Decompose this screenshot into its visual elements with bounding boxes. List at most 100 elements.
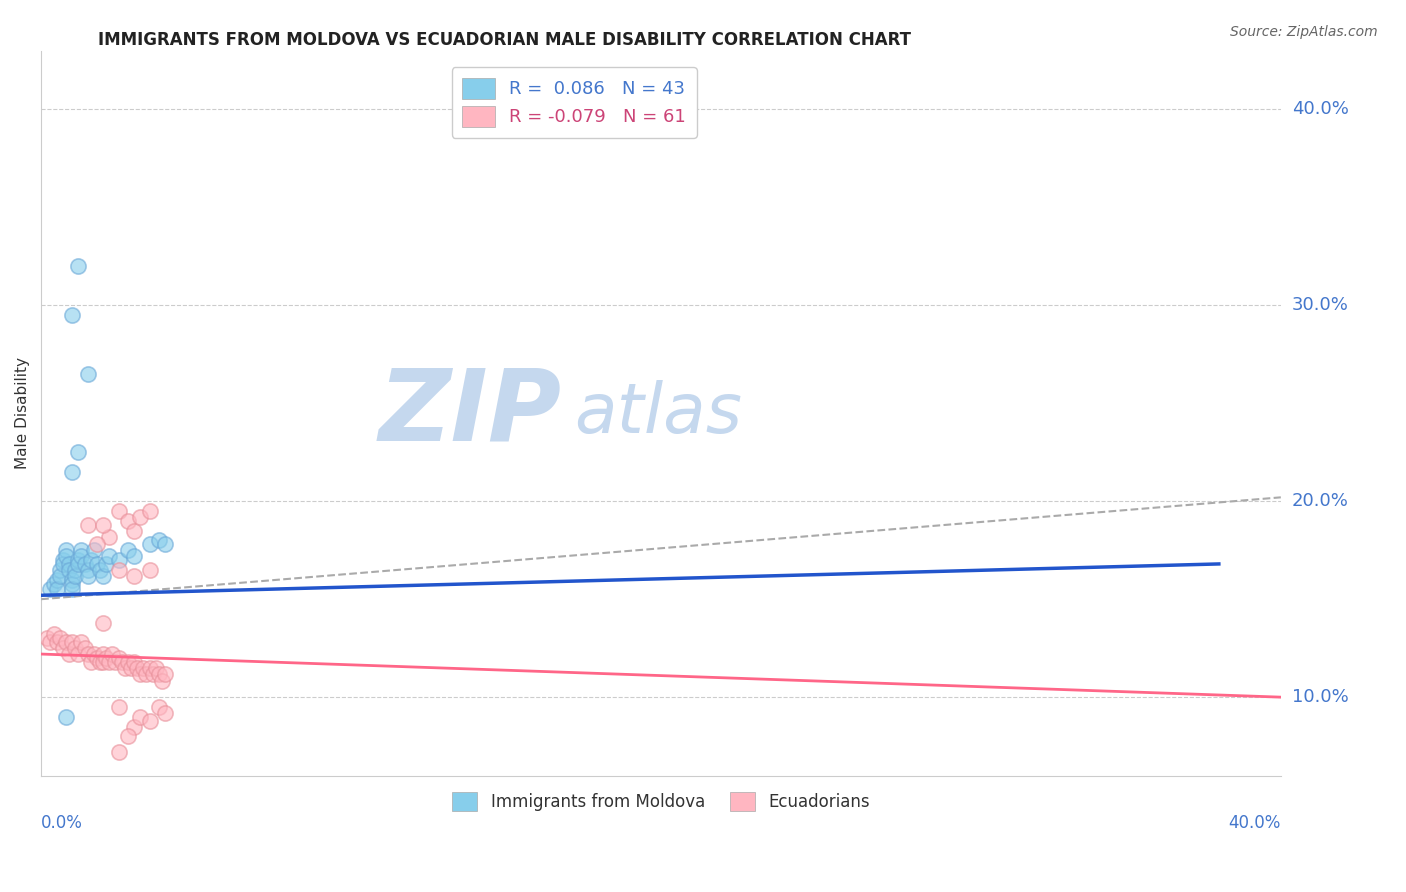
Point xyxy=(70,543,93,558)
Point xyxy=(89,563,111,577)
Point xyxy=(138,504,160,518)
Legend: Immigrants from Moldova, Ecuadorians: Immigrants from Moldova, Ecuadorians xyxy=(446,785,876,818)
Point xyxy=(55,543,77,558)
Point xyxy=(67,445,90,459)
Point xyxy=(60,308,83,322)
Point xyxy=(107,700,129,714)
Point xyxy=(80,655,103,669)
Point xyxy=(39,582,62,597)
Point xyxy=(76,517,98,532)
Point xyxy=(60,576,83,591)
Point xyxy=(89,655,111,669)
Point xyxy=(96,651,118,665)
Point xyxy=(138,563,160,577)
Point xyxy=(129,510,152,524)
Text: atlas: atlas xyxy=(574,380,742,447)
Point xyxy=(122,655,145,669)
Point xyxy=(145,661,167,675)
Point xyxy=(91,517,114,532)
Point xyxy=(153,666,176,681)
Text: IMMIGRANTS FROM MOLDOVA VS ECUADORIAN MALE DISABILITY CORRELATION CHART: IMMIGRANTS FROM MOLDOVA VS ECUADORIAN MA… xyxy=(98,31,911,49)
Point xyxy=(60,635,83,649)
Point xyxy=(122,549,145,563)
Point xyxy=(55,710,77,724)
Point xyxy=(98,549,121,563)
Point xyxy=(104,655,127,669)
Point xyxy=(80,553,103,567)
Point xyxy=(76,568,98,582)
Text: ZIP: ZIP xyxy=(378,365,562,461)
Point xyxy=(127,661,149,675)
Point xyxy=(48,563,70,577)
Point xyxy=(67,557,90,571)
Point xyxy=(107,553,129,567)
Point xyxy=(135,666,157,681)
Point xyxy=(48,632,70,646)
Point xyxy=(73,641,96,656)
Point xyxy=(67,647,90,661)
Point xyxy=(58,563,80,577)
Point xyxy=(63,563,86,577)
Point xyxy=(60,573,83,587)
Text: 10.0%: 10.0% xyxy=(1292,688,1348,706)
Point xyxy=(63,568,86,582)
Point xyxy=(107,563,129,577)
Point xyxy=(107,651,129,665)
Point xyxy=(138,537,160,551)
Point xyxy=(52,553,75,567)
Point xyxy=(148,700,170,714)
Point xyxy=(142,666,165,681)
Point xyxy=(148,666,170,681)
Point xyxy=(52,557,75,571)
Point xyxy=(117,543,139,558)
Point xyxy=(76,647,98,661)
Point xyxy=(107,504,129,518)
Point xyxy=(42,627,65,641)
Point xyxy=(138,661,160,675)
Text: 20.0%: 20.0% xyxy=(1292,492,1348,510)
Point xyxy=(37,632,59,646)
Text: 40.0%: 40.0% xyxy=(1292,101,1348,119)
Text: 0.0%: 0.0% xyxy=(41,814,83,832)
Text: 30.0%: 30.0% xyxy=(1292,296,1348,314)
Point xyxy=(91,647,114,661)
Point xyxy=(45,635,67,649)
Point xyxy=(98,529,121,543)
Point xyxy=(83,647,105,661)
Point xyxy=(83,543,105,558)
Point xyxy=(70,549,93,563)
Point xyxy=(55,549,77,563)
Point xyxy=(122,720,145,734)
Point xyxy=(91,615,114,630)
Point xyxy=(60,465,83,479)
Point xyxy=(67,553,90,567)
Point xyxy=(45,582,67,597)
Point xyxy=(101,647,124,661)
Point xyxy=(63,641,86,656)
Point xyxy=(60,582,83,597)
Point xyxy=(129,666,152,681)
Text: Source: ZipAtlas.com: Source: ZipAtlas.com xyxy=(1230,25,1378,39)
Point xyxy=(67,259,90,273)
Point xyxy=(153,706,176,720)
Point xyxy=(76,563,98,577)
Point xyxy=(86,537,108,551)
Point xyxy=(73,557,96,571)
Point xyxy=(42,576,65,591)
Point xyxy=(117,655,139,669)
Y-axis label: Male Disability: Male Disability xyxy=(15,357,30,469)
Point xyxy=(58,557,80,571)
Point xyxy=(117,729,139,743)
Point xyxy=(91,655,114,669)
Text: 40.0%: 40.0% xyxy=(1229,814,1281,832)
Point xyxy=(70,635,93,649)
Point xyxy=(122,568,145,582)
Point xyxy=(86,651,108,665)
Point xyxy=(111,655,134,669)
Point xyxy=(120,661,142,675)
Point xyxy=(48,568,70,582)
Point xyxy=(150,674,173,689)
Point xyxy=(45,573,67,587)
Point xyxy=(39,635,62,649)
Point xyxy=(148,533,170,548)
